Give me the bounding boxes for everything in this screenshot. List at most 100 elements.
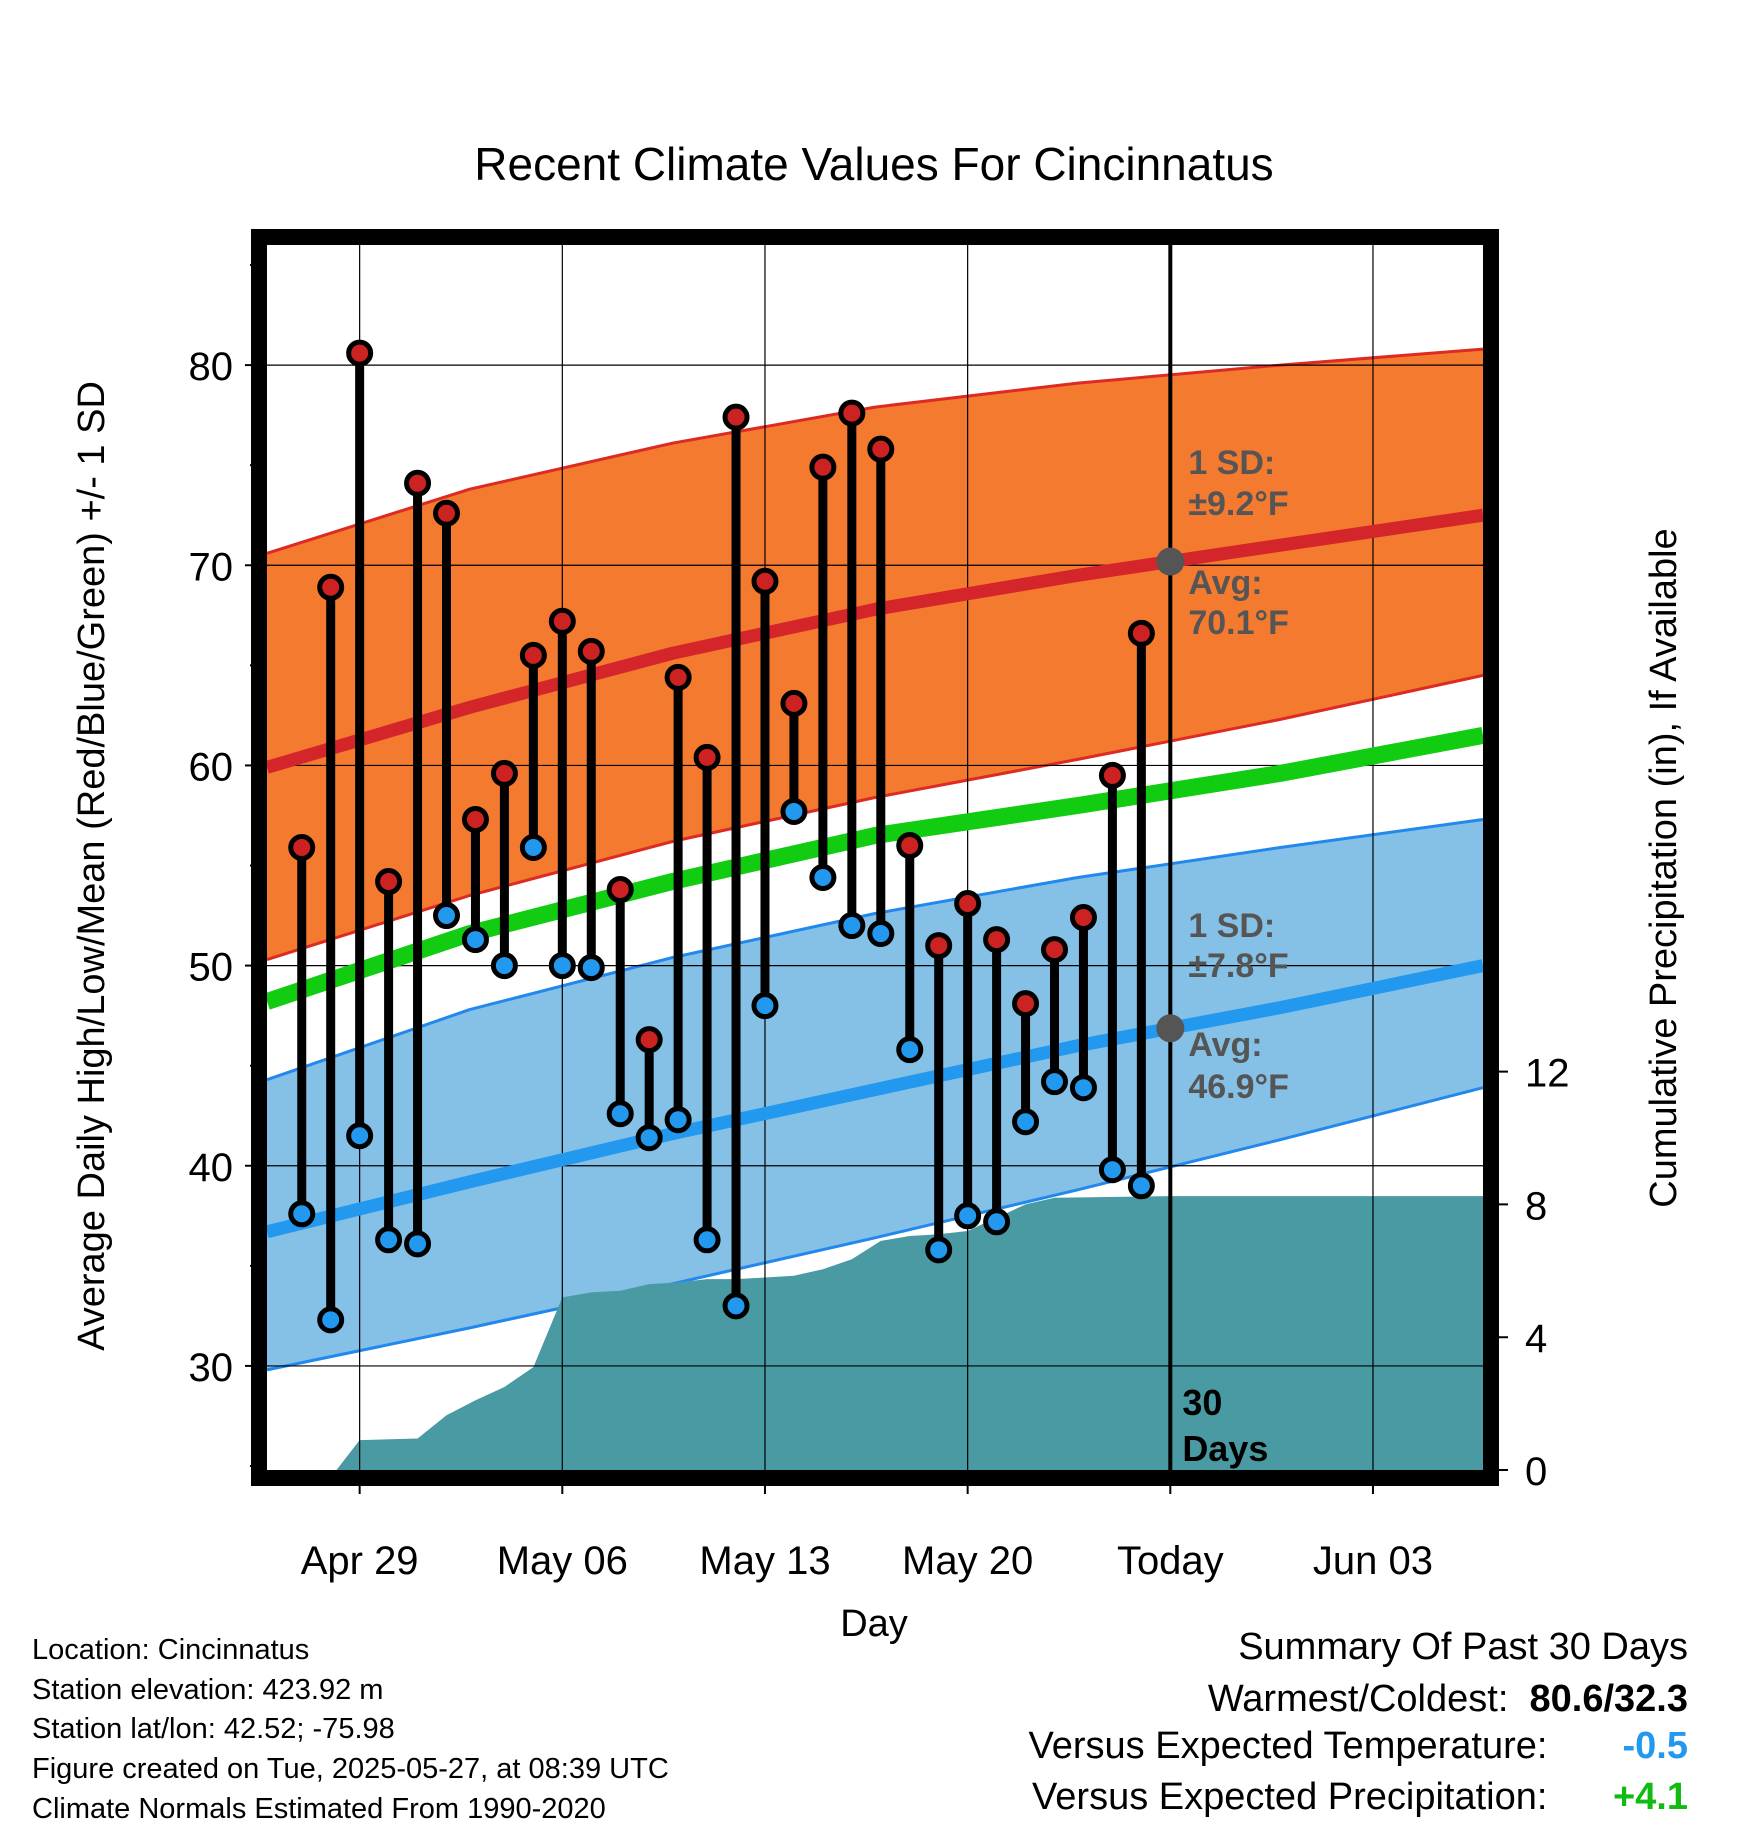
- summary-temp-value: -0.5: [1622, 1725, 1688, 1767]
- x-tick-label: Jun 03: [1313, 1539, 1433, 1583]
- low-point: [867, 920, 895, 948]
- y-tick-label: 40: [189, 1146, 234, 1190]
- high-point: [433, 499, 461, 527]
- low-sd-label: 1 SD:: [1188, 907, 1275, 945]
- high-point: [606, 876, 634, 904]
- period-label-number: 30: [1182, 1382, 1222, 1423]
- low-avg-label: Avg:: [1188, 1026, 1262, 1064]
- summary-precipitation: Versus Expected Precipitation: +4.1: [1032, 1778, 1688, 1816]
- low-point: [1127, 1172, 1155, 1200]
- high-point: [1069, 904, 1097, 932]
- y2-tick-label: 12: [1525, 1052, 1570, 1096]
- summary-temperature: Versus Expected Temperature: -0.5: [1029, 1727, 1688, 1765]
- y2-tick-label: 8: [1525, 1184, 1547, 1228]
- low-point: [983, 1208, 1011, 1236]
- low-avg-value: 46.9°F: [1188, 1068, 1289, 1106]
- low-point: [490, 952, 518, 980]
- y-tick-label: 50: [189, 946, 234, 990]
- high-point: [461, 805, 489, 833]
- today-high-avg-marker: [1156, 547, 1185, 576]
- info-created: Figure created on Tue, 2025-05-27, at 08…: [32, 1753, 669, 1785]
- precipitation-area: [267, 1196, 1483, 1470]
- x-tick-label: May 20: [902, 1539, 1033, 1583]
- low-point: [925, 1236, 953, 1264]
- low-point: [548, 952, 576, 980]
- high-avg-label: Avg:: [1188, 564, 1262, 602]
- summary-warm-cold: Warmest/Coldest: 80.6/32.3: [1208, 1680, 1688, 1718]
- low-average-line: [265, 959, 1485, 1239]
- y-tick-label: 70: [189, 545, 234, 589]
- high-point: [1127, 619, 1155, 647]
- low-point: [751, 992, 779, 1020]
- high-avg-value: 70.1°F: [1188, 604, 1289, 642]
- high-point: [722, 403, 750, 431]
- high-point: [664, 663, 692, 691]
- summary-warm-cold-label: Warmest/Coldest:: [1207, 1678, 1509, 1720]
- low-point: [809, 864, 837, 892]
- y2-axis-label: Cumulative Precipitation (in), If Availa…: [1643, 528, 1685, 1207]
- high-point: [490, 759, 518, 787]
- info-elevation: Station elevation: 423.92 m: [32, 1674, 384, 1706]
- high-point: [288, 833, 316, 861]
- low-point: [1012, 1108, 1040, 1136]
- high-point: [867, 435, 895, 463]
- summary-heading: Summary Of Past 30 Days: [1238, 1626, 1688, 1668]
- x-tick-label: Apr 29: [301, 1539, 419, 1583]
- y-axis-label: Average Daily High/Low/Mean (Red/Blue/Gr…: [71, 381, 113, 1351]
- high-point: [896, 831, 924, 859]
- high-point: [751, 567, 779, 595]
- high-point: [925, 932, 953, 960]
- y-tick-label: 30: [189, 1346, 234, 1390]
- x-tick-label: May 06: [497, 1539, 628, 1583]
- info-location: Location: Cincinnatus: [32, 1634, 310, 1666]
- high-average-line: [265, 508, 1484, 774]
- high-point: [519, 641, 547, 669]
- high-point: [317, 573, 345, 601]
- low-point: [693, 1226, 721, 1254]
- high-point: [635, 1026, 663, 1054]
- summary-precip-label: Versus Expected Precipitation:: [1032, 1776, 1548, 1818]
- high-point: [954, 890, 982, 918]
- y2-tick-label: 0: [1525, 1450, 1547, 1494]
- x-tick-label: May 13: [699, 1539, 830, 1583]
- high-point: [1012, 990, 1040, 1018]
- low-point: [606, 1100, 634, 1128]
- x-axis-label: Day: [840, 1603, 908, 1645]
- low-point: [433, 902, 461, 930]
- summary-warm-cold-value: 80.6/32.3: [1529, 1678, 1688, 1720]
- low-point: [1041, 1068, 1069, 1096]
- y-tick-label: 80: [189, 345, 234, 389]
- high-point: [548, 607, 576, 635]
- info-latlon: Station lat/lon: 42.52; -75.98: [32, 1713, 395, 1745]
- low-point: [375, 1226, 403, 1254]
- low-sd-value: ±7.8°F: [1188, 947, 1288, 985]
- x-tick-label: Today: [1117, 1539, 1224, 1583]
- today-low-avg-marker: [1156, 1014, 1185, 1043]
- low-point: [664, 1106, 692, 1134]
- summary-precip-value: +4.1: [1612, 1776, 1688, 1818]
- high-point: [1041, 936, 1069, 964]
- y-tick-label: 60: [189, 745, 234, 789]
- low-point: [780, 797, 808, 825]
- low-point: [346, 1122, 374, 1150]
- high-sd-label: 1 SD:: [1188, 444, 1275, 482]
- high-point: [577, 637, 605, 665]
- low-point: [519, 833, 547, 861]
- high-sd-value: ±9.2°F: [1188, 485, 1288, 523]
- low-point: [954, 1202, 982, 1230]
- high-point: [1098, 761, 1126, 789]
- high-point: [838, 399, 866, 427]
- low-point: [722, 1292, 750, 1320]
- high-sd-band: [267, 349, 1483, 960]
- high-point: [404, 469, 432, 497]
- plot-frame: [251, 229, 1499, 1486]
- high-point: [346, 339, 374, 367]
- low-point: [896, 1036, 924, 1064]
- low-point: [1098, 1156, 1126, 1184]
- low-point: [404, 1230, 432, 1258]
- low-point: [1069, 1074, 1097, 1102]
- high-point: [780, 689, 808, 717]
- high-point: [375, 868, 403, 896]
